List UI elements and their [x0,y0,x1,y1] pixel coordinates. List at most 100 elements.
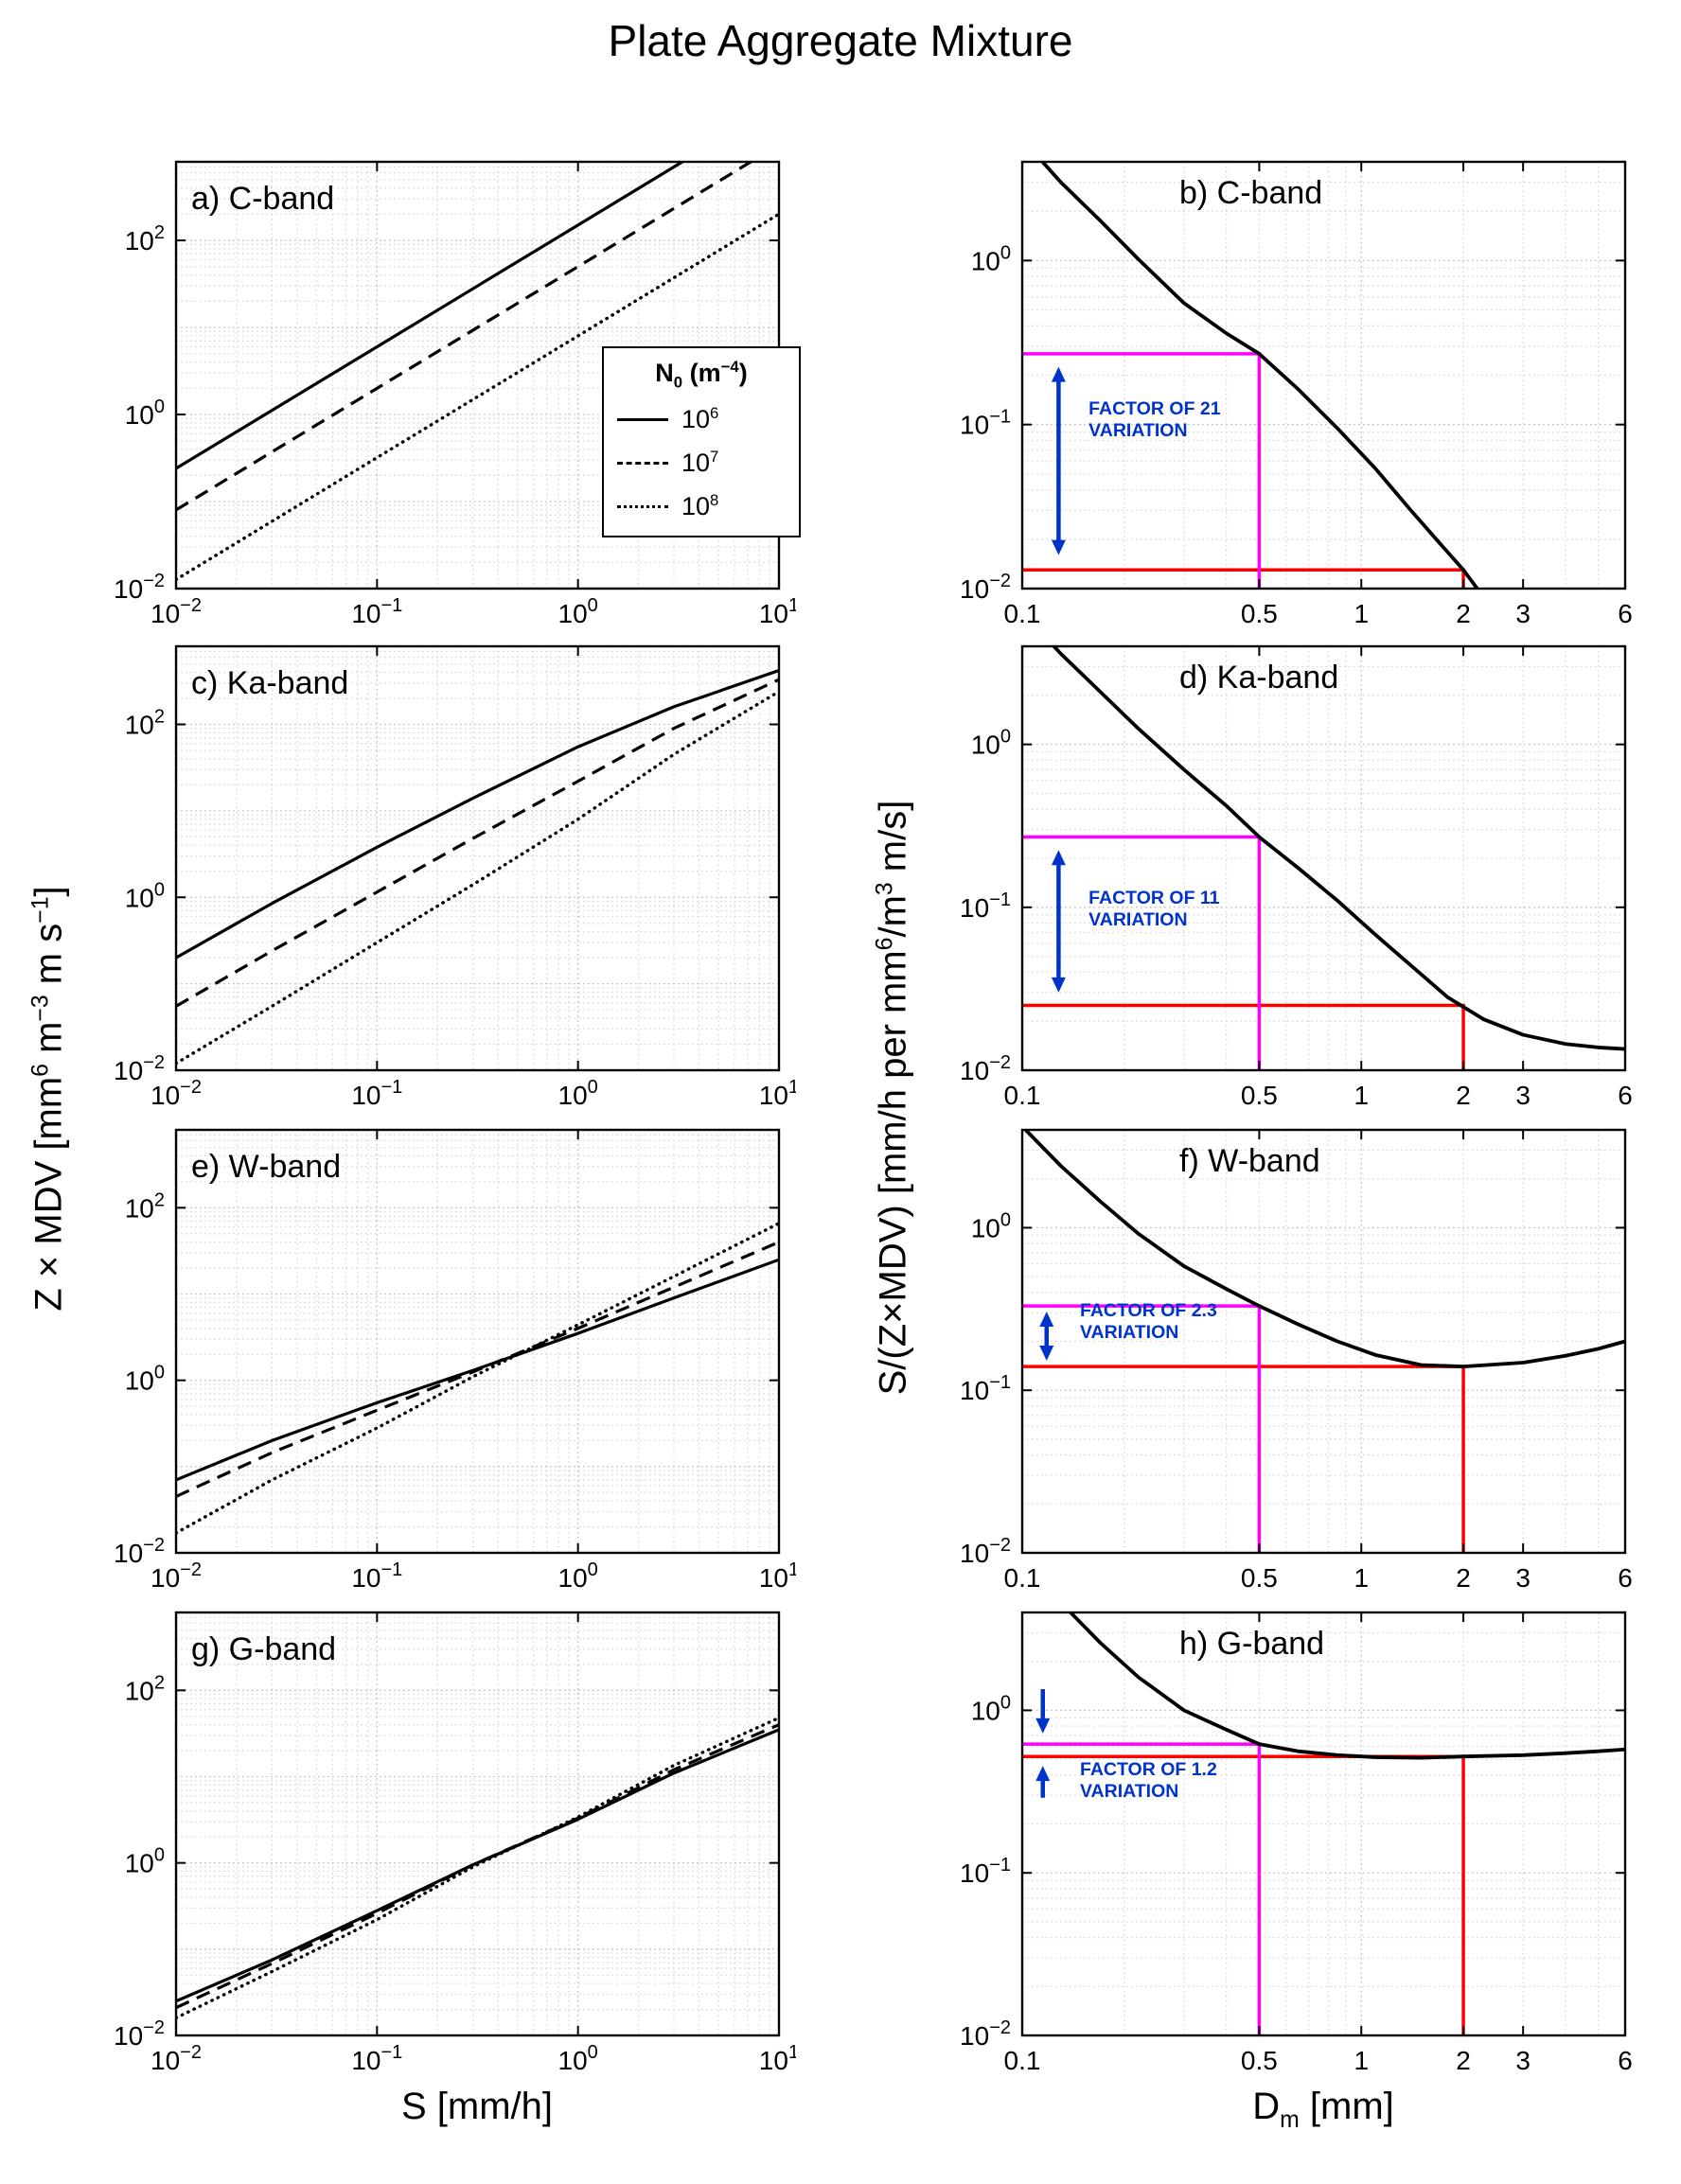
chart-c: 10−2 10−1 100 101 10−2 100 102 [114,644,799,1110]
factor-text: FACTOR OF 21 [1088,398,1221,419]
ticks: 10−2 10−1 100 101 10−2 100 102 [114,646,799,1110]
series-solid [176,162,685,470]
x-tick-label: 3 [1515,1081,1531,1110]
y-tick-label: 100 [125,396,165,430]
axis-box [174,644,781,1072]
x-axis-label-left: S [mm/h] [400,2086,554,2127]
legend-entry: 108 [617,484,786,528]
y-axis-label-right: S/(Z×MDV) [mm/h per mm6/m3 m/s] [872,800,914,1396]
legend-line-dashed-icon [617,461,668,465]
legend-label: 107 [681,448,719,478]
x-tick-label: 0.1 [1004,2046,1041,2075]
x-tick-label: 10−2 [150,595,202,628]
panel-title-b: b) C-band [1179,175,1323,211]
axis-box [174,1611,781,2037]
legend-entry: 107 [617,441,786,484]
ticks: 0.1 0.5 1 2 3 6 10−2 10−1 100 [960,1612,1633,2075]
x-tick-label: 3 [1515,1563,1531,1593]
arrowhead-icon [1035,1717,1051,1734]
series-dotted [176,1222,779,1535]
series-dashed [176,162,754,512]
ticks: 10−2 10−1 100 101 10−2 100 102 [114,162,799,628]
y-tick-label: 10−2 [114,1535,165,1568]
grid [175,646,780,1071]
x-tick-label: 0.5 [1241,1563,1278,1593]
panel-h: FACTOR OF 1.2 VARIATION 0.1 0.5 1 2 3 6 10−2 10−1… [932,1599,1642,2090]
y-tick-label: 100 [971,242,1011,275]
series-dashed [176,678,779,1008]
y-tick-label: 10−1 [960,1372,1011,1405]
x-tick-label: 0.5 [1241,1081,1278,1110]
arrowhead-icon [1039,1312,1054,1328]
x-tick-label: 0.1 [1004,599,1041,628]
axis-box [1020,1128,1627,1555]
x-tick-label: 101 [759,1077,796,1110]
x-tick-label: 1 [1354,1081,1369,1110]
legend-line-dotted-icon [617,504,668,508]
grid [1021,1612,1625,2036]
axis-box [1020,1611,1627,2037]
ticks: 10−2 10−1 100 101 10−2 100 102 [114,1130,799,1593]
legend: N0 (m−4) 106 107 108 [602,346,801,538]
x-tick-label: 10−1 [351,595,402,628]
panel-title-e: e) W-band [191,1149,342,1185]
ticks: 0.1 0.5 1 2 3 6 10−2 10−1 100 [960,646,1633,1110]
legend-label: 108 [681,491,719,521]
arrowhead-icon [1035,1766,1051,1782]
panel-title-a: a) C-band [191,181,335,217]
y-tick-label: 102 [125,222,165,255]
y-tick-label: 10−2 [960,1535,1011,1568]
red-reference-line [1022,1365,1465,1553]
x-tick-label: 2 [1456,599,1471,628]
x-tick-label: 10−2 [150,1077,202,1110]
factor-text: FACTOR OF 2.3 [1080,1300,1217,1321]
y-tick-label: 100 [971,727,1011,760]
factor-text: VARIATION [1088,909,1187,930]
y-tick-label: 10−2 [960,2017,1011,2051]
x-tick-label: 100 [558,1077,598,1110]
arrowhead-icon [1051,366,1066,382]
panel-g: 10−2 10−1 100 101 10−2 100 102 g) G-band [86,1599,799,2090]
x-tick-label: 101 [759,595,796,628]
magenta-reference-line [1022,1304,1262,1553]
y-tick-label: 10−2 [960,571,1011,604]
series-dotted [176,212,779,582]
x-tick-label: 6 [1618,1081,1633,1110]
factor-text: FACTOR OF 1.2 [1080,1759,1217,1780]
x-tick-label: 1 [1354,599,1369,628]
grid [1021,646,1625,1071]
y-axis-label-left: Z × MDV [mm6 m−3 m s−1] [27,886,70,1312]
y-tick-label: 100 [125,879,165,912]
arrowhead-icon [1051,977,1066,993]
grid [175,1130,780,1554]
y-tick-label: 10−2 [114,1052,165,1085]
y-tick-label: 100 [125,1363,165,1396]
x-axis-label-right: Dm [mm] [1252,2086,1394,2133]
x-tick-label: 6 [1618,2046,1633,2075]
ticks: 0.1 0.5 1 2 3 6 10−2 10−1 100 [960,162,1633,628]
x-tick-label: 6 [1618,1563,1633,1593]
x-tick-label: 100 [558,1559,598,1593]
x-tick-label: 0.1 [1004,1563,1041,1593]
x-tick-label: 10−2 [150,1559,202,1593]
ratio-curve [1039,162,1480,589]
x-tick-label: 2 [1456,1563,1471,1593]
x-tick-label: 3 [1515,2046,1531,2075]
y-tick-label: 102 [125,707,165,740]
y-tick-label: 100 [971,1692,1011,1725]
y-tick-label: 100 [971,1209,1011,1242]
x-tick-label: 101 [759,2042,796,2075]
x-tick-label: 0.5 [1241,599,1278,628]
legend-entry: 106 [617,397,786,441]
factor-text: VARIATION [1088,420,1187,441]
x-tick-label: 2 [1456,1081,1471,1110]
x-tick-label: 0.5 [1241,2046,1278,2075]
arrowhead-icon [1039,1345,1054,1361]
ratio-curve [1068,1612,1625,1760]
legend-title: N0 (m−4) [655,358,748,392]
panel-title-c: c) Ka-band [191,665,349,701]
grid [1021,162,1625,590]
